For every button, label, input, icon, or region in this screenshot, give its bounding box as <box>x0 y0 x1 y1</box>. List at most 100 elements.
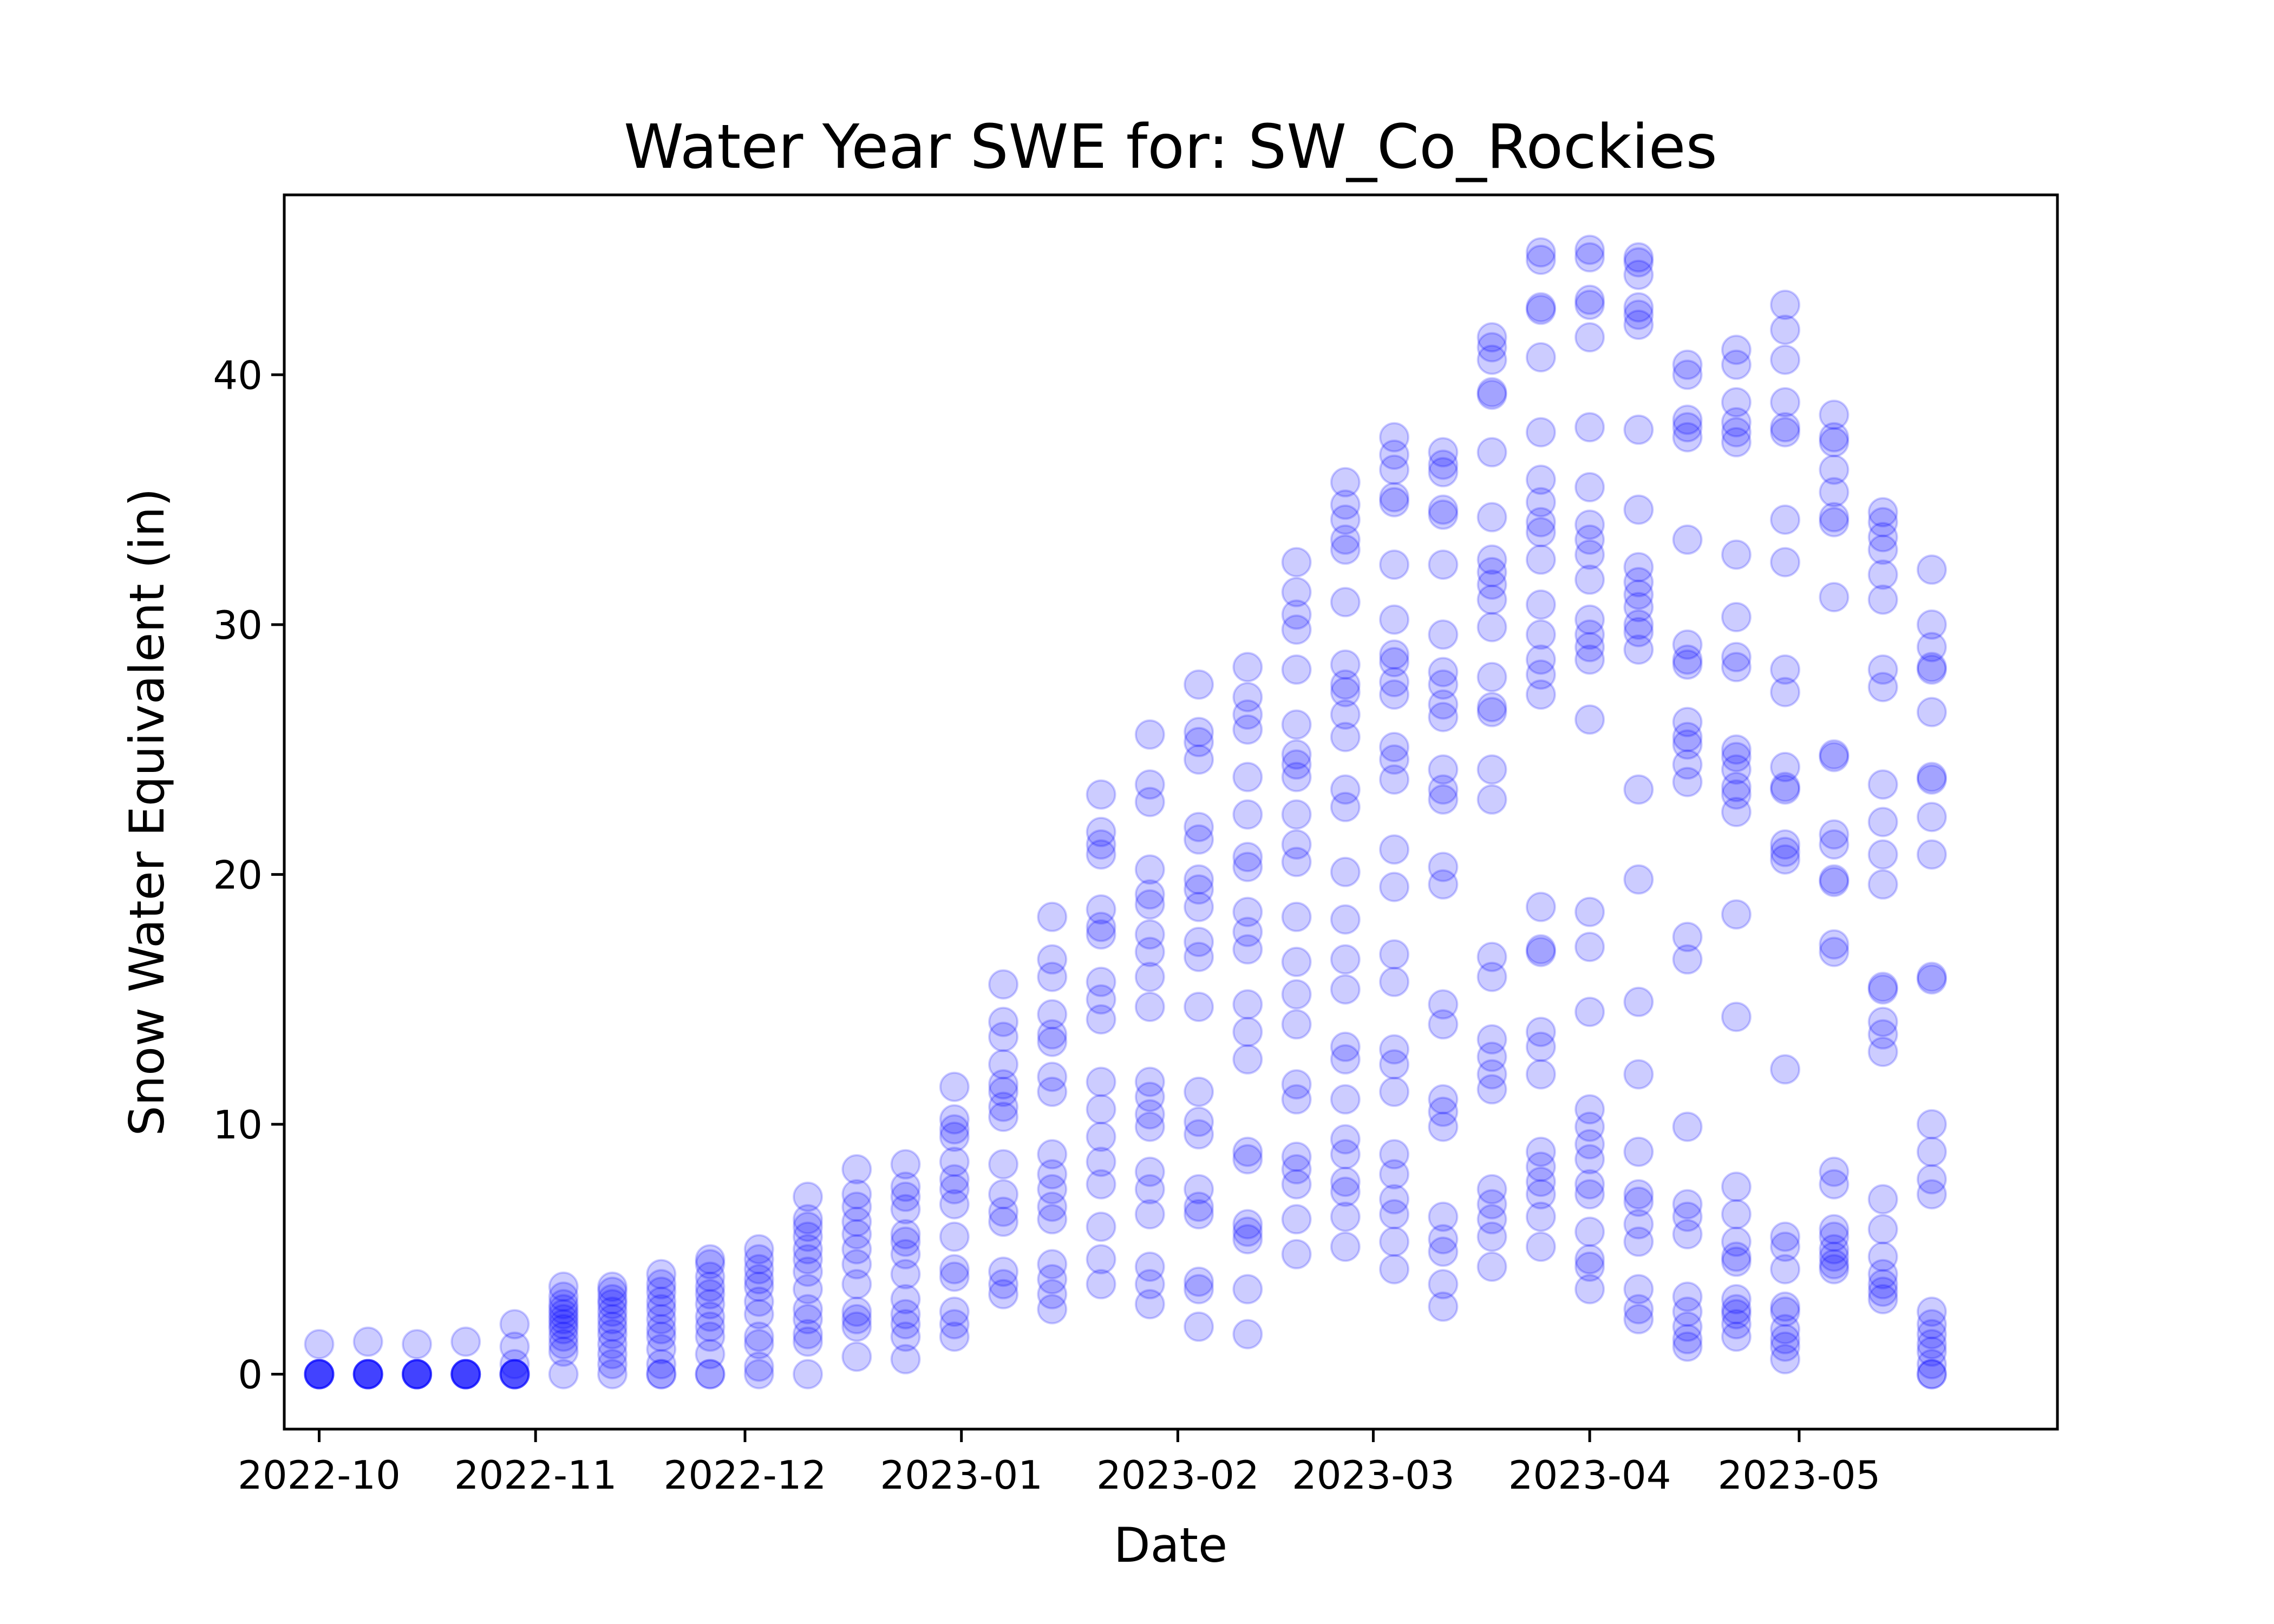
y-tick-label: 0 <box>238 1352 263 1397</box>
data-point <box>1721 797 1752 827</box>
data-point <box>1184 992 1214 1022</box>
data-point <box>1867 1259 1898 1289</box>
data-point <box>988 1102 1019 1132</box>
data-point <box>1721 742 1752 772</box>
y-tick-label: 30 <box>213 603 263 648</box>
data-point <box>597 1359 628 1390</box>
data-point <box>890 1181 921 1212</box>
data-point <box>1379 744 1410 775</box>
data-point <box>890 1259 921 1289</box>
data-point <box>1184 874 1214 905</box>
data-point <box>1037 1139 1068 1170</box>
data-point <box>352 1359 383 1390</box>
data-point <box>1867 1241 1898 1272</box>
data-point <box>1574 1252 1605 1282</box>
data-point <box>1867 559 1898 590</box>
data-point <box>1281 1169 1312 1200</box>
data-point <box>1819 1234 1850 1265</box>
data-point <box>1672 1324 1703 1354</box>
data-point <box>1428 437 1459 468</box>
data-point <box>1623 567 1654 598</box>
data-point <box>1134 719 1165 750</box>
data-point <box>1232 682 1263 712</box>
data-point <box>988 1256 1019 1287</box>
data-point <box>1086 1122 1116 1152</box>
data-point <box>1037 1019 1068 1050</box>
data-point <box>939 1321 970 1352</box>
data-point <box>1819 1254 1850 1285</box>
data-point <box>1770 1296 1801 1327</box>
data-point <box>1525 464 1556 495</box>
data-point <box>1916 839 1947 870</box>
data-point <box>1476 379 1507 410</box>
data-point <box>988 1049 1019 1080</box>
data-point <box>939 1189 970 1220</box>
data-point <box>1428 784 1459 815</box>
data-point <box>1867 522 1898 553</box>
data-point <box>1232 762 1263 793</box>
data-point <box>1770 844 1801 875</box>
data-point <box>1721 652 1752 683</box>
data-point <box>1379 422 1410 453</box>
data-point <box>939 1254 970 1285</box>
data-point <box>1623 579 1654 610</box>
data-point <box>1134 1174 1165 1204</box>
data-point <box>1476 332 1507 363</box>
data-point <box>1281 946 1312 977</box>
data-point <box>743 1329 774 1360</box>
data-point <box>1525 1031 1556 1062</box>
data-point <box>1916 1319 1947 1350</box>
data-point <box>1330 1044 1361 1075</box>
data-point <box>793 1234 823 1265</box>
data-point <box>1574 1244 1605 1275</box>
data-point <box>1819 477 1850 508</box>
data-point <box>939 1261 970 1292</box>
data-point <box>1330 1201 1361 1232</box>
data-point <box>1721 1299 1752 1330</box>
data-point <box>1916 654 1947 685</box>
data-point <box>988 1196 1019 1227</box>
data-point <box>1525 619 1556 650</box>
data-point <box>841 1296 872 1327</box>
data-point <box>1428 619 1459 650</box>
data-point <box>450 1359 481 1390</box>
data-point <box>1525 659 1556 690</box>
data-point <box>793 1244 823 1275</box>
data-point <box>1330 904 1361 935</box>
data-point <box>1672 944 1703 975</box>
data-point <box>1379 639 1410 670</box>
data-point <box>548 1281 579 1312</box>
data-point <box>1037 1279 1068 1309</box>
data-point <box>1770 771 1801 802</box>
data-point <box>695 1359 726 1390</box>
data-point <box>1721 602 1752 632</box>
data-point <box>1525 1167 1556 1197</box>
data-point <box>1184 1191 1214 1222</box>
data-point <box>499 1331 530 1362</box>
data-point <box>939 1309 970 1340</box>
data-point <box>890 1194 921 1224</box>
data-point <box>1867 1269 1898 1300</box>
data-point <box>890 1219 921 1249</box>
data-point <box>1232 842 1263 873</box>
data-point <box>646 1276 677 1307</box>
data-point <box>1770 751 1801 782</box>
data-point <box>1134 854 1165 885</box>
data-point <box>841 1234 872 1265</box>
data-point <box>1867 1019 1898 1050</box>
data-point <box>1916 1359 1947 1390</box>
data-point <box>1867 869 1898 900</box>
data-point <box>1916 697 1947 728</box>
data-point <box>1525 679 1556 710</box>
data-point <box>1379 487 1410 518</box>
data-point <box>841 1304 872 1334</box>
data-point <box>1721 1226 1752 1257</box>
data-point <box>1721 1309 1752 1340</box>
data-point <box>1232 852 1263 882</box>
data-point <box>1525 1179 1556 1210</box>
data-point <box>1672 1201 1703 1232</box>
data-point <box>1574 242 1605 273</box>
data-point <box>1428 754 1459 785</box>
data-point <box>1916 964 1947 995</box>
data-point <box>1330 856 1361 887</box>
